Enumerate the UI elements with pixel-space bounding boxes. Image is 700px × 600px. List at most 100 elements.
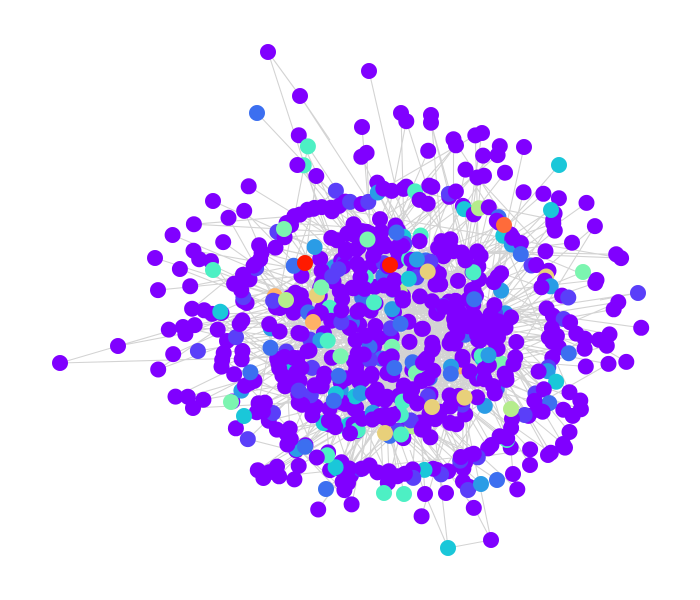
graph-node bbox=[215, 345, 232, 361]
graph-node bbox=[411, 233, 428, 250]
graph-node bbox=[419, 263, 436, 280]
graph-node bbox=[343, 496, 360, 513]
graph-node bbox=[412, 288, 428, 305]
graph-node bbox=[490, 314, 507, 331]
graph-node bbox=[427, 411, 444, 428]
graph-node bbox=[388, 224, 405, 241]
graph-edge bbox=[505, 282, 596, 314]
graph-node bbox=[533, 279, 550, 296]
graph-node bbox=[395, 292, 411, 309]
graph-node bbox=[469, 389, 486, 406]
graph-node bbox=[450, 272, 466, 289]
graph-node bbox=[242, 364, 259, 381]
graph-edge bbox=[396, 193, 450, 233]
graph-node bbox=[338, 244, 354, 261]
graph-node bbox=[313, 279, 330, 296]
graph-node bbox=[267, 239, 284, 256]
graph-node bbox=[503, 401, 519, 417]
graph-node bbox=[340, 475, 356, 491]
graph-node bbox=[483, 437, 500, 453]
graph-node bbox=[226, 366, 243, 383]
graph-node bbox=[452, 449, 469, 465]
graph-node bbox=[164, 227, 181, 243]
graph-node bbox=[240, 178, 257, 195]
graph-edge bbox=[293, 208, 314, 266]
graph-node bbox=[359, 231, 376, 248]
graph-edge bbox=[476, 378, 531, 466]
graph-node bbox=[515, 184, 532, 201]
graph-node bbox=[292, 88, 308, 104]
graph-node bbox=[327, 182, 344, 199]
graph-node bbox=[384, 406, 401, 423]
graph-node bbox=[110, 338, 126, 354]
graph-node bbox=[184, 300, 201, 317]
graph-node bbox=[250, 395, 267, 412]
graph-node bbox=[363, 367, 380, 384]
graph-node bbox=[630, 285, 646, 301]
graph-node bbox=[297, 255, 313, 271]
graph-node bbox=[345, 216, 362, 233]
graph-node bbox=[461, 363, 478, 380]
graph-node bbox=[205, 262, 221, 278]
graph-node bbox=[485, 378, 502, 395]
graph-node bbox=[522, 457, 538, 473]
graph-node bbox=[447, 183, 464, 200]
graph-node bbox=[357, 327, 374, 344]
graph-node bbox=[312, 250, 329, 267]
graph-node bbox=[424, 399, 440, 415]
graph-node bbox=[185, 216, 202, 233]
graph-node bbox=[419, 370, 436, 387]
graph-node bbox=[505, 466, 521, 482]
graph-node bbox=[489, 147, 506, 164]
graph-node bbox=[400, 270, 417, 287]
graph-edge bbox=[59, 345, 119, 364]
graph-edge bbox=[400, 112, 405, 244]
graph-node bbox=[318, 481, 334, 497]
graph-node bbox=[442, 231, 459, 248]
graph-edge bbox=[158, 327, 272, 371]
graph-node bbox=[474, 125, 490, 141]
graph-node bbox=[150, 361, 167, 378]
graph-node bbox=[354, 119, 370, 135]
graph-node bbox=[372, 211, 388, 228]
graph-node bbox=[512, 246, 529, 263]
graph-node bbox=[289, 157, 306, 173]
graph-node bbox=[516, 407, 533, 423]
graph-node bbox=[480, 199, 497, 216]
graph-node bbox=[313, 378, 330, 395]
graph-edge bbox=[424, 493, 449, 549]
graph-node bbox=[352, 385, 369, 402]
graph-node bbox=[466, 291, 483, 308]
graph-node bbox=[297, 438, 314, 455]
graph-node bbox=[394, 237, 411, 254]
graph-edge bbox=[476, 177, 546, 252]
graph-node bbox=[227, 420, 244, 437]
graph-node bbox=[327, 459, 344, 476]
graph-node bbox=[424, 178, 441, 195]
graph-node bbox=[535, 381, 552, 398]
graph-node bbox=[601, 326, 618, 343]
graph-node bbox=[278, 292, 294, 308]
graph-edge bbox=[193, 215, 295, 225]
graph-node bbox=[290, 127, 307, 144]
graph-node bbox=[323, 229, 340, 246]
graph-node bbox=[486, 297, 503, 314]
graph-node bbox=[516, 139, 532, 155]
graph-node bbox=[575, 264, 591, 280]
graph-node bbox=[260, 44, 276, 60]
graph-node bbox=[548, 373, 565, 390]
graph-node bbox=[239, 431, 256, 448]
graph-node bbox=[236, 408, 252, 424]
graph-node bbox=[497, 164, 513, 181]
graph-node bbox=[305, 200, 322, 217]
graph-node bbox=[175, 319, 191, 335]
graph-node bbox=[308, 449, 325, 466]
graph-node bbox=[432, 276, 449, 293]
graph-node bbox=[383, 182, 400, 199]
graph-node bbox=[476, 361, 493, 378]
graph-node bbox=[223, 394, 239, 410]
graph-node bbox=[586, 218, 603, 235]
graph-node bbox=[308, 168, 325, 184]
graph-edge bbox=[267, 51, 301, 97]
graph-node bbox=[540, 447, 556, 463]
